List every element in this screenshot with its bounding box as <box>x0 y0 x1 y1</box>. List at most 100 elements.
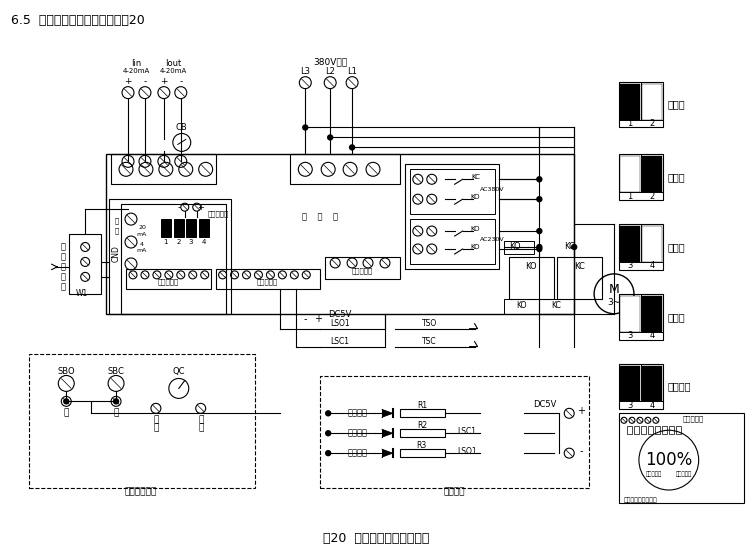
Text: 1: 1 <box>164 239 168 245</box>
Text: KC: KC <box>574 262 584 271</box>
Text: TSO: TSO <box>422 319 438 328</box>
Text: KC: KC <box>551 301 561 310</box>
Text: -: - <box>179 77 183 86</box>
Text: SBC: SBC <box>108 367 125 376</box>
Text: 4: 4 <box>140 242 144 247</box>
Text: 器: 器 <box>61 282 65 292</box>
Text: 4: 4 <box>649 401 654 410</box>
Text: +: + <box>160 77 168 86</box>
Text: L2: L2 <box>326 67 335 76</box>
Text: 现场控制按钮: 现场控制按钮 <box>125 488 157 496</box>
Text: mA: mA <box>137 248 147 254</box>
Bar <box>619 363 663 409</box>
Text: 6.5  整体调节型电气原理图见图20: 6.5 整体调节型电气原理图见图20 <box>11 14 145 27</box>
Text: 采: 采 <box>115 218 119 224</box>
Bar <box>109 199 231 313</box>
Bar <box>619 155 663 200</box>
Bar <box>620 226 640 262</box>
Circle shape <box>326 411 331 416</box>
Bar <box>174 219 183 237</box>
Text: KO: KO <box>509 243 521 252</box>
Bar <box>620 296 640 332</box>
Circle shape <box>537 229 542 233</box>
Text: R1: R1 <box>417 401 427 410</box>
Text: -: - <box>579 446 583 456</box>
Bar <box>619 294 663 340</box>
Bar <box>642 84 662 119</box>
Text: 方: 方 <box>153 424 159 433</box>
Bar <box>400 429 444 437</box>
Text: KC: KC <box>472 174 480 180</box>
Text: 3: 3 <box>627 331 632 340</box>
Bar <box>620 84 640 119</box>
Circle shape <box>64 399 68 404</box>
Bar <box>199 219 209 237</box>
Text: 4: 4 <box>649 331 654 340</box>
Text: 正作用: 正作用 <box>668 100 685 110</box>
Text: 4: 4 <box>649 261 654 270</box>
Text: LSO1: LSO1 <box>330 319 350 328</box>
Bar <box>619 224 663 270</box>
Text: 2: 2 <box>177 239 181 245</box>
Text: 反作用: 反作用 <box>668 172 685 182</box>
Text: 电    缺    乏: 电 缺 乏 <box>302 213 338 221</box>
Text: -: - <box>177 203 180 212</box>
Bar <box>121 204 226 313</box>
Bar <box>290 155 400 184</box>
Bar <box>627 426 632 434</box>
Text: 丢信保持: 丢信保持 <box>668 381 691 391</box>
Text: KO: KO <box>471 194 481 200</box>
Text: Iout: Iout <box>165 59 181 68</box>
Bar <box>669 426 674 434</box>
Circle shape <box>537 177 542 182</box>
Circle shape <box>572 244 577 249</box>
Text: 远: 远 <box>153 416 159 425</box>
Bar <box>619 82 663 128</box>
Bar <box>648 426 653 434</box>
Bar <box>539 299 575 313</box>
Text: 样: 样 <box>115 228 119 235</box>
Text: 位: 位 <box>61 253 65 261</box>
Text: LSO1: LSO1 <box>456 447 477 456</box>
Text: 3: 3 <box>627 261 632 270</box>
Polygon shape <box>382 429 393 437</box>
Text: AC380V: AC380V <box>480 187 504 192</box>
Text: 关到控指示: 关到控指示 <box>675 471 692 477</box>
Bar <box>641 426 646 434</box>
Text: CND: CND <box>111 246 120 262</box>
Text: 图20  整体调节型电气原理图: 图20 整体调节型电气原理图 <box>323 532 429 545</box>
Bar <box>216 269 320 289</box>
Bar <box>325 257 400 279</box>
Text: 控制接线座: 控制接线座 <box>257 278 278 285</box>
Bar <box>106 155 575 313</box>
Bar <box>620 366 640 401</box>
Text: 20: 20 <box>138 225 146 230</box>
Text: SBO: SBO <box>57 367 75 376</box>
Text: 显示器插座: 显示器插座 <box>683 415 705 421</box>
Bar <box>400 449 444 457</box>
Text: LSC1: LSC1 <box>457 427 476 436</box>
Text: +: + <box>578 406 585 416</box>
Text: -: - <box>144 77 147 86</box>
Bar <box>186 219 196 237</box>
Text: 开向指示: 开向指示 <box>348 449 368 458</box>
Bar <box>620 156 640 192</box>
Text: 关: 关 <box>114 409 119 418</box>
Text: TSC: TSC <box>423 337 437 346</box>
Text: +: + <box>314 313 323 324</box>
Bar <box>662 426 667 434</box>
Circle shape <box>537 197 542 202</box>
Text: DC5V: DC5V <box>532 400 556 409</box>
Text: 丢信关: 丢信关 <box>668 242 685 252</box>
Text: 现: 现 <box>198 416 203 425</box>
Text: QC: QC <box>172 367 185 376</box>
Text: KO: KO <box>471 244 481 250</box>
Text: 2: 2 <box>649 192 654 201</box>
Text: M: M <box>608 283 620 296</box>
Text: 限位接线座: 限位接线座 <box>351 267 373 274</box>
Bar <box>69 234 101 294</box>
Text: 注：数显为特殊装置: 注：数显为特殊装置 <box>624 497 658 503</box>
Text: Iin: Iin <box>131 59 141 68</box>
Text: 场: 场 <box>198 424 203 433</box>
Circle shape <box>326 431 331 436</box>
